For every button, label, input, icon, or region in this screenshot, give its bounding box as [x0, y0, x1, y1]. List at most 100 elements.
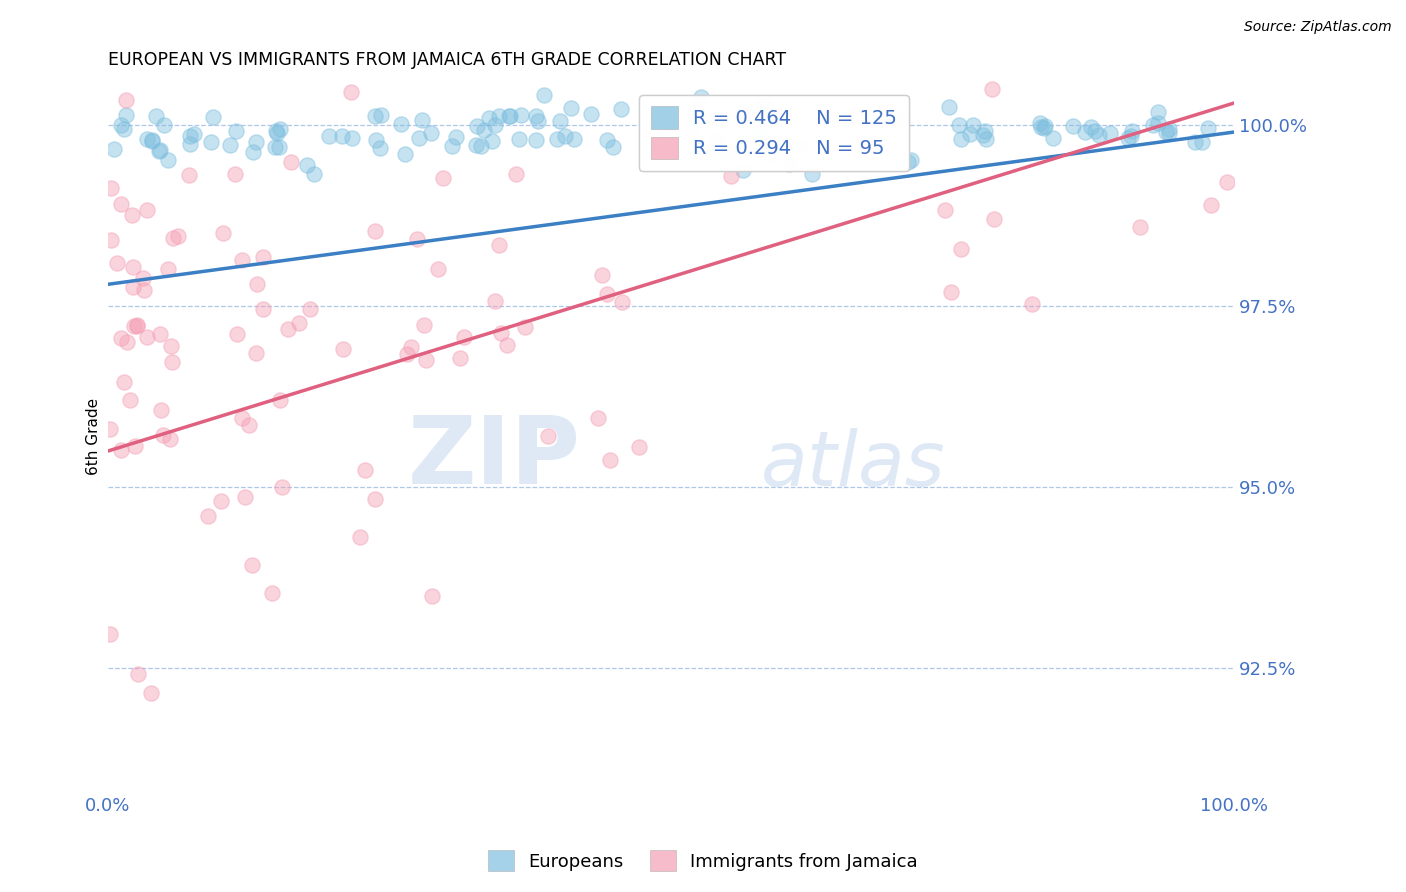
Point [125, 319, 148, 334]
Point [353, 462, 375, 476]
Point [508, 132, 530, 146]
Y-axis label: 6th Grade: 6th Grade [86, 398, 101, 475]
Point [717, 145, 740, 159]
Point [394, 147, 416, 161]
Point [233, 491, 256, 505]
Point [651, 125, 673, 139]
Point [596, 133, 619, 147]
Point [628, 440, 651, 454]
Point [100, 233, 122, 247]
Point [299, 301, 322, 316]
Point [231, 253, 253, 268]
Point [875, 112, 897, 126]
Point [515, 320, 537, 334]
Point [149, 143, 172, 157]
Point [537, 429, 560, 443]
Point [399, 341, 422, 355]
Point [267, 140, 290, 154]
Point [1029, 116, 1052, 130]
Point [179, 168, 201, 182]
Point [440, 139, 463, 153]
Point [141, 135, 163, 149]
Point [554, 128, 576, 143]
Point [224, 167, 246, 181]
Point [339, 85, 361, 99]
Point [368, 141, 391, 155]
Point [197, 508, 219, 523]
Point [959, 127, 981, 141]
Point [415, 353, 437, 368]
Point [270, 480, 292, 494]
Point [242, 145, 264, 160]
Point [752, 99, 775, 113]
Point [136, 202, 159, 217]
Point [706, 132, 728, 146]
Point [288, 316, 311, 330]
Point [778, 157, 800, 171]
Point [364, 133, 387, 147]
Point [110, 443, 132, 458]
Point [231, 410, 253, 425]
Point [260, 585, 283, 599]
Point [974, 132, 997, 146]
Point [761, 149, 783, 163]
Point [640, 119, 662, 133]
Point [297, 158, 319, 172]
Point [269, 121, 291, 136]
Point [332, 343, 354, 357]
Point [498, 109, 520, 123]
Point [1159, 126, 1181, 140]
Point [560, 101, 582, 115]
Point [787, 139, 810, 153]
Legend: R = 0.464    N = 125, R = 0.294    N = 95: R = 0.464 N = 125, R = 0.294 N = 95 [638, 95, 908, 170]
Point [689, 89, 711, 103]
Point [364, 109, 387, 123]
Point [246, 277, 269, 292]
Point [481, 134, 503, 148]
Point [591, 268, 613, 283]
Point [1121, 124, 1143, 138]
Point [127, 318, 149, 333]
Point [121, 280, 143, 294]
Point [484, 118, 506, 132]
Point [681, 119, 703, 133]
Point [524, 133, 547, 147]
Point [200, 135, 222, 149]
Point [1146, 105, 1168, 120]
Point [114, 93, 136, 107]
Point [938, 100, 960, 114]
Point [562, 132, 585, 146]
Point [478, 111, 501, 125]
Point [160, 355, 183, 369]
Point [252, 250, 274, 264]
Legend: Europeans, Immigrants from Jamaica: Europeans, Immigrants from Jamaica [481, 843, 925, 879]
Point [209, 493, 232, 508]
Point [150, 403, 173, 417]
Point [105, 256, 128, 270]
Point [980, 81, 1002, 95]
Point [115, 335, 138, 350]
Point [145, 109, 167, 123]
Point [266, 124, 288, 138]
Point [153, 118, 176, 132]
Point [121, 208, 143, 222]
Point [364, 491, 387, 506]
Point [602, 140, 624, 154]
Point [389, 117, 412, 131]
Point [586, 410, 609, 425]
Point [472, 123, 495, 137]
Point [751, 130, 773, 145]
Point [489, 326, 512, 341]
Point [420, 589, 443, 603]
Point [1035, 119, 1057, 133]
Point [950, 242, 973, 256]
Point [1042, 131, 1064, 145]
Point [496, 337, 519, 351]
Point [733, 163, 755, 178]
Point [972, 128, 994, 142]
Point [581, 107, 603, 121]
Point [406, 231, 429, 245]
Point [202, 110, 225, 124]
Point [983, 211, 1005, 226]
Point [838, 110, 860, 124]
